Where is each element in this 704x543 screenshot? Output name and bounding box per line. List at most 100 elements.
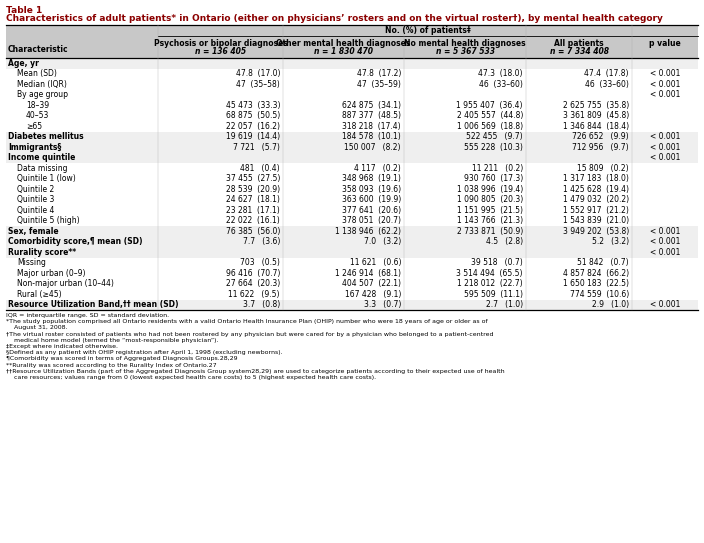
Text: By age group: By age group (17, 90, 68, 99)
Text: 3 514 494  (65.5): 3 514 494 (65.5) (456, 269, 523, 278)
Text: 18–39: 18–39 (26, 101, 49, 110)
Text: 1 246 914  (68.1): 1 246 914 (68.1) (335, 269, 401, 278)
Text: 4.5   (2.8): 4.5 (2.8) (486, 237, 523, 246)
Bar (6, 237, 698, 247)
Text: 712 956   (9.7): 712 956 (9.7) (572, 143, 629, 151)
Bar (6, 90, 698, 100)
Text: 47.4  (17.8): 47.4 (17.8) (584, 70, 629, 78)
Text: 24 627  (18.1): 24 627 (18.1) (226, 195, 280, 204)
Text: 377 641  (20.6): 377 641 (20.6) (342, 206, 401, 214)
Bar (6, 184, 698, 194)
Text: Quintile 2: Quintile 2 (17, 185, 54, 194)
Bar (6, 247, 698, 257)
Text: 1 317 183  (18.0): 1 317 183 (18.0) (563, 174, 629, 183)
Text: 3.7   (0.8): 3.7 (0.8) (243, 300, 280, 310)
Text: 481   (0.4): 481 (0.4) (240, 164, 280, 173)
Text: 167 428   (9.1): 167 428 (9.1) (345, 290, 401, 299)
Text: 1 138 946  (62.2): 1 138 946 (62.2) (335, 227, 401, 236)
Bar (6, 257, 698, 268)
Bar (6, 142, 698, 153)
Text: Quintile 1 (low): Quintile 1 (low) (17, 174, 76, 183)
Text: ≥65: ≥65 (26, 122, 42, 131)
Text: 1 038 996  (19.4): 1 038 996 (19.4) (457, 185, 523, 194)
Text: ‡Except where indicated otherwise.: ‡Except where indicated otherwise. (6, 344, 118, 349)
Text: 150 007   (8.2): 150 007 (8.2) (344, 143, 401, 151)
Text: 7 721   (5.7): 7 721 (5.7) (233, 143, 280, 151)
Text: < 0.001: < 0.001 (650, 300, 680, 310)
Text: 1 006 569  (18.8): 1 006 569 (18.8) (457, 122, 523, 131)
Text: 595 509  (11.1): 595 509 (11.1) (464, 290, 523, 299)
Text: 15 809   (0.2): 15 809 (0.2) (577, 164, 629, 173)
Text: **Rurality was scored according to the Rurality Index of Ontario.27: **Rurality was scored according to the R… (6, 363, 217, 368)
Text: §Defined as any patient with OHIP registration after April 1, 1998 (excluding ne: §Defined as any patient with OHIP regist… (6, 350, 282, 355)
Text: n = 1 830 470: n = 1 830 470 (314, 47, 373, 55)
Text: 47.8  (17.2): 47.8 (17.2) (357, 70, 401, 78)
Text: < 0.001: < 0.001 (650, 248, 680, 257)
Text: Income quintile: Income quintile (8, 153, 75, 162)
Text: 22 057  (16.2): 22 057 (16.2) (226, 122, 280, 131)
Text: 19 619  (14.4): 19 619 (14.4) (226, 132, 280, 141)
Bar (6, 110, 698, 121)
Bar (6, 216, 698, 226)
Bar (6, 194, 698, 205)
Bar (6, 79, 698, 90)
Text: < 0.001: < 0.001 (650, 153, 680, 162)
Text: IQR = interquartile range. SD = standard deviation.: IQR = interquartile range. SD = standard… (6, 313, 169, 318)
Bar (6, 300, 698, 310)
Text: Mean (SD): Mean (SD) (17, 70, 57, 78)
Text: Other mental health diagnoses: Other mental health diagnoses (276, 39, 410, 47)
Text: Major urban (0–9): Major urban (0–9) (17, 269, 85, 278)
Text: 3.3   (0.7): 3.3 (0.7) (364, 300, 401, 310)
Text: 28 539  (20.9): 28 539 (20.9) (226, 185, 280, 194)
Text: 11 211   (0.2): 11 211 (0.2) (472, 164, 523, 173)
Text: p value: p value (649, 39, 681, 47)
Text: 47  (35–59): 47 (35–59) (357, 80, 401, 89)
Text: 2 733 871  (50.9): 2 733 871 (50.9) (457, 227, 523, 236)
Text: 2 405 557  (44.8): 2 405 557 (44.8) (457, 111, 523, 120)
Bar (6, 121, 698, 131)
Text: medical home model (termed the “most-responsible physician”).: medical home model (termed the “most-res… (14, 338, 218, 343)
Bar (6, 174, 698, 184)
Text: August 31, 2008.: August 31, 2008. (14, 325, 68, 330)
Text: 5.2   (3.2): 5.2 (3.2) (592, 237, 629, 246)
Text: Quintile 4: Quintile 4 (17, 206, 54, 214)
Text: n = 136 405: n = 136 405 (195, 47, 246, 55)
Text: 37 455  (27.5): 37 455 (27.5) (225, 174, 280, 183)
Text: Comorbidity score,¶ mean (SD): Comorbidity score,¶ mean (SD) (8, 237, 142, 246)
Text: No mental health diagnoses: No mental health diagnoses (404, 39, 526, 47)
Text: ¶Comorbidity was scored in terms of Aggregated Diagnosis Groups.28,29: ¶Comorbidity was scored in terms of Aggr… (6, 356, 238, 362)
Text: 555 228  (10.3): 555 228 (10.3) (464, 143, 523, 151)
Text: 11 621   (0.6): 11 621 (0.6) (349, 258, 401, 267)
Text: 2.7   (1.0): 2.7 (1.0) (486, 300, 523, 310)
Text: 7.7   (3.6): 7.7 (3.6) (243, 237, 280, 246)
Text: < 0.001: < 0.001 (650, 227, 680, 236)
Text: 1 425 628  (19.4): 1 425 628 (19.4) (563, 185, 629, 194)
Text: 3 361 809  (45.8): 3 361 809 (45.8) (562, 111, 629, 120)
Text: Data missing: Data missing (17, 164, 68, 173)
Text: n = 5 367 533: n = 5 367 533 (436, 47, 494, 55)
Bar (6, 68, 698, 79)
Bar (6, 163, 698, 174)
Text: Characteristics of adult patients* in Ontario (either on physicians’ rosters and: Characteristics of adult patients* in On… (6, 14, 663, 23)
Text: 318 218  (17.4): 318 218 (17.4) (342, 122, 401, 131)
Text: 23 281  (17.1): 23 281 (17.1) (226, 206, 280, 214)
Text: Median (IQR): Median (IQR) (17, 80, 67, 89)
Bar (6, 268, 698, 279)
Text: 2.9   (1.0): 2.9 (1.0) (592, 300, 629, 310)
Text: 358 093  (19.6): 358 093 (19.6) (342, 185, 401, 194)
Text: < 0.001: < 0.001 (650, 143, 680, 151)
Text: 46  (33–60): 46 (33–60) (479, 80, 523, 89)
Text: care resources; values range from 0 (lowest expected health care costs) to 5 (hi: care resources; values range from 0 (low… (14, 375, 376, 380)
Bar (6, 153, 698, 163)
Text: 7.0   (3.2): 7.0 (3.2) (364, 237, 401, 246)
Text: Characteristic: Characteristic (8, 45, 68, 54)
Text: 378 051  (20.7): 378 051 (20.7) (342, 216, 401, 225)
Text: < 0.001: < 0.001 (650, 132, 680, 141)
Text: Rurality score**: Rurality score** (8, 248, 76, 257)
Text: 11 622   (9.5): 11 622 (9.5) (229, 290, 280, 299)
Text: 184 578  (10.1): 184 578 (10.1) (342, 132, 401, 141)
Text: < 0.001: < 0.001 (650, 90, 680, 99)
Bar (6, 131, 698, 142)
Text: 522 455   (9.7): 522 455 (9.7) (466, 132, 523, 141)
Bar (158, 25, 698, 36)
